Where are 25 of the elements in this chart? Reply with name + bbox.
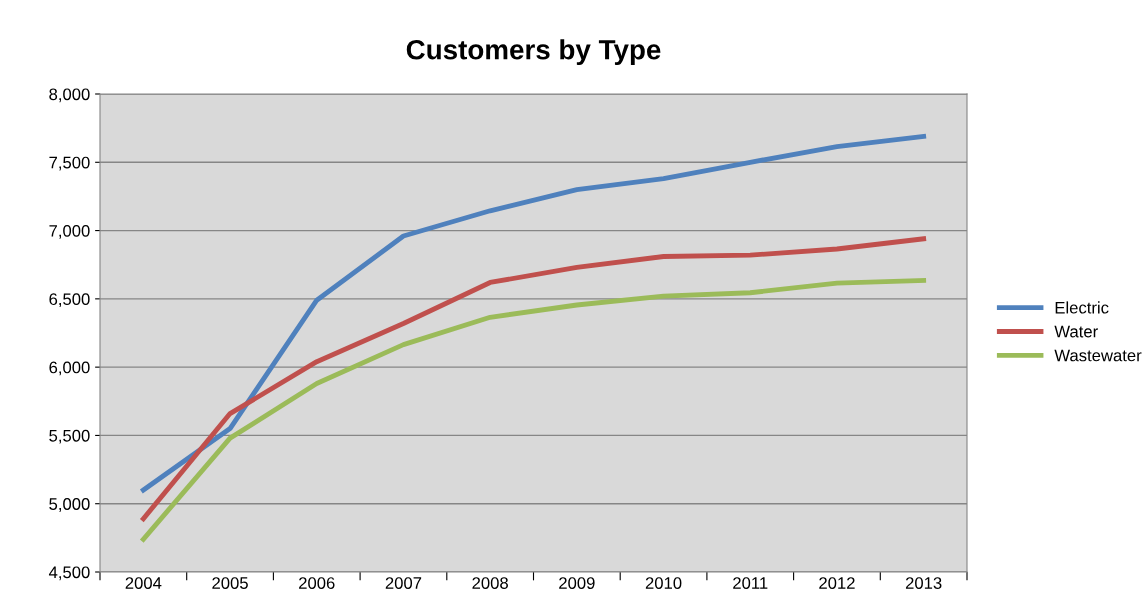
x-tick-label: 2006	[299, 577, 335, 589]
y-tick-label: 6,500	[49, 293, 90, 308]
chart-title: Customers by Type	[406, 39, 661, 66]
line-series	[140, 133, 927, 493]
x-tick-label: 2004	[125, 577, 162, 589]
x-tick-label: 2011	[733, 577, 768, 589]
x-tick-label: 2007	[385, 577, 422, 589]
x-tick-label: 2005	[212, 577, 248, 589]
line-series	[140, 277, 927, 542]
x-tick-label: 2010	[645, 577, 682, 589]
x-tick-label: 2008	[472, 577, 508, 589]
y-tick-label: 5,000	[49, 498, 90, 512]
x-tick-label: 2012	[819, 577, 855, 589]
legend-label: Water	[1054, 325, 1098, 338]
y-tick-label: 7,000	[49, 224, 90, 239]
legend-label: Wastewater	[1054, 349, 1142, 362]
x-tick-label: 2009	[559, 577, 595, 589]
line-series	[140, 236, 927, 522]
legend-label: Electric	[1055, 301, 1109, 314]
y-tick-label: 7,500	[49, 156, 90, 171]
y-tick-label: 4,500	[48, 566, 90, 581]
y-tick-label: 5,500	[49, 429, 90, 444]
y-tick-label: 8,000	[49, 88, 90, 103]
y-tick-label: 6,000	[49, 361, 90, 376]
x-tick-label: 2013	[905, 577, 942, 589]
